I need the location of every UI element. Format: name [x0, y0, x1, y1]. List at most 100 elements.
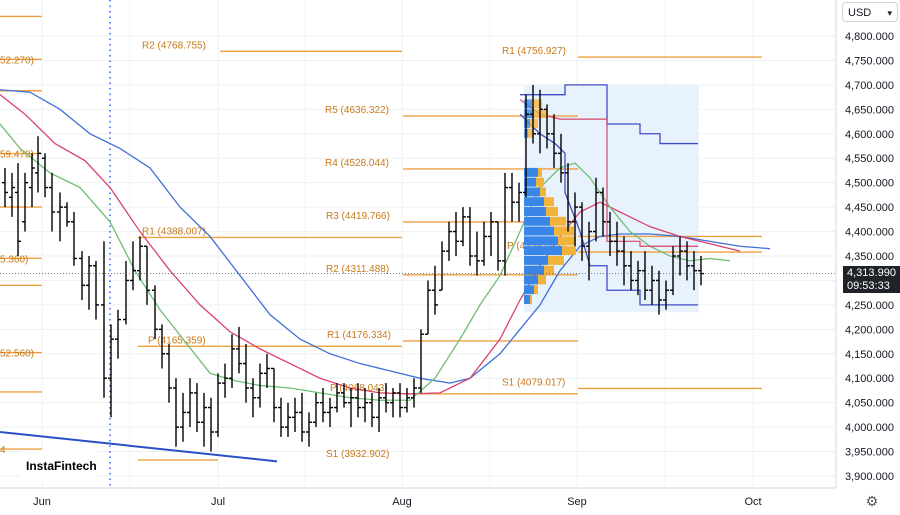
- band-upper-line: [520, 84, 698, 145]
- ohlc-bar: [411, 378, 417, 408]
- x-tick-label: Aug: [392, 496, 412, 508]
- y-tick-label: 4,050.000: [845, 398, 894, 410]
- ohlc-bar: [572, 192, 578, 247]
- ohlc-bar: [15, 163, 21, 256]
- vp-bar-gold: [538, 167, 542, 177]
- y-axis: 3,900.000 3,950.000 4,000.000 4,050.000 4,10…: [845, 31, 894, 483]
- ohlc-bar: [593, 177, 599, 242]
- ohlc-bar: [523, 94, 529, 198]
- band-lower-line: [519, 113, 698, 306]
- ohlc-bar: [551, 114, 557, 168]
- y-tick-label: 4,150.000: [845, 349, 894, 361]
- ohlc-bar: [201, 392, 207, 447]
- pivot-label: R2 (4311.488): [326, 264, 389, 275]
- vp-bar-gold: [532, 99, 542, 109]
- vp-bar-blue: [524, 236, 558, 246]
- x-tick-label: Jun: [33, 496, 51, 508]
- ohlc-bar: [299, 392, 305, 442]
- y-tick-label: 4,700.000: [845, 80, 894, 92]
- ohlc-bar: [208, 397, 214, 452]
- ohlc-bar: [22, 172, 28, 232]
- vp-bar-blue: [524, 207, 546, 216]
- pivot-levels: R2 (4768.755) R1 (4756.927) R5 (4636.322) R…: [0, 15, 762, 461]
- vp-bar-gold: [538, 275, 546, 285]
- ohlc-bar: [278, 397, 284, 437]
- vp-bar-blue: [524, 119, 530, 128]
- pivot-label: R1 (4756.927): [502, 46, 566, 57]
- vp-bar-gold: [540, 187, 546, 197]
- ohlc-bar: [115, 309, 121, 359]
- pivot-label: S1 (4079.017): [502, 377, 565, 388]
- pivot-label: R1 (4388.007): [142, 226, 206, 237]
- gear-icon[interactable]: ⚙: [865, 493, 879, 509]
- ohlc-bar: [327, 397, 333, 428]
- y-tick-label: 3,900.000: [845, 471, 894, 483]
- vp-bar-gold: [546, 207, 558, 216]
- vp-bar-blue: [524, 265, 544, 275]
- vp-bar-gold: [548, 255, 564, 265]
- ohlc-bar: [586, 221, 592, 281]
- y-tick-label: 4,200.000: [845, 324, 894, 336]
- pivot-label: R2 (4768.755): [142, 40, 206, 51]
- y-tick-label: 4,750.000: [845, 55, 894, 67]
- y-tick-label: 4,350.000: [845, 251, 894, 263]
- vp-bar-blue: [524, 216, 550, 226]
- ohlc-bar: [656, 270, 662, 315]
- ohlc-bar: [101, 241, 107, 398]
- current-price-value: 4,313.990: [847, 267, 896, 279]
- ohlc-bar: [348, 388, 354, 428]
- y-tick-label: 3,950.000: [845, 447, 894, 459]
- ohlc-bar: [537, 89, 543, 154]
- currency-label: USD: [848, 7, 872, 19]
- ma-fast-line: [0, 123, 731, 401]
- ohlc-bar: [509, 172, 515, 222]
- ohlc-bar: [530, 84, 536, 144]
- y-tick-label: 4,600.000: [845, 129, 894, 141]
- ohlc-bar: [222, 363, 228, 398]
- ohlc-bar: [93, 260, 99, 320]
- ohlc-bar: [362, 388, 368, 423]
- vp-bar-blue: [524, 226, 554, 236]
- ohlc-bar: [173, 378, 179, 447]
- current-price-tag: 4,313.990 09:53:33: [843, 266, 900, 293]
- ohlc-bar: [502, 172, 508, 276]
- ohlc-bar: [144, 245, 150, 305]
- vp-bar-gold: [544, 197, 554, 207]
- ohlc-bar: [635, 260, 641, 296]
- ohlc-bar: [42, 153, 48, 198]
- vp-bar-blue: [524, 295, 530, 304]
- ohlc-bar: [215, 373, 221, 437]
- ohlc-bar: [29, 153, 35, 208]
- ohlc-bar: [390, 388, 396, 418]
- vp-bar-blue: [524, 275, 538, 285]
- ohlc-bar: [35, 136, 41, 193]
- ohlc-bar: [130, 241, 136, 291]
- ohlc-bar: [123, 260, 129, 325]
- ohlc-bar: [439, 241, 445, 291]
- vp-bar-gold: [554, 226, 574, 236]
- ohlc-bar: [152, 285, 158, 340]
- pivot-label-cut: 4: [0, 445, 6, 456]
- currency-selector[interactable]: USD ▾: [842, 2, 898, 22]
- candle-countdown: 09:53:33: [847, 280, 890, 292]
- vp-bar-blue: [524, 99, 532, 109]
- ohlc-bar: [663, 280, 669, 310]
- ohlc-bar: [628, 251, 634, 291]
- vp-bar-blue: [524, 285, 534, 295]
- ohlc-bar: [79, 251, 85, 300]
- ohlc-bar: [446, 221, 452, 261]
- ohlc-bar: [243, 344, 249, 403]
- ohlc-bar: [544, 104, 550, 149]
- pivot-label: R1 (4176.334): [327, 330, 391, 341]
- vp-bar-gold: [558, 236, 576, 246]
- ohlc-bar: [614, 221, 620, 266]
- vp-bar-blue: [524, 255, 548, 265]
- ohlc-bar: [137, 236, 143, 281]
- ohlc-bar: [579, 202, 585, 261]
- volume-profile: [524, 99, 576, 304]
- vp-bar-gold: [562, 246, 576, 256]
- ohlc-bar: [236, 326, 242, 374]
